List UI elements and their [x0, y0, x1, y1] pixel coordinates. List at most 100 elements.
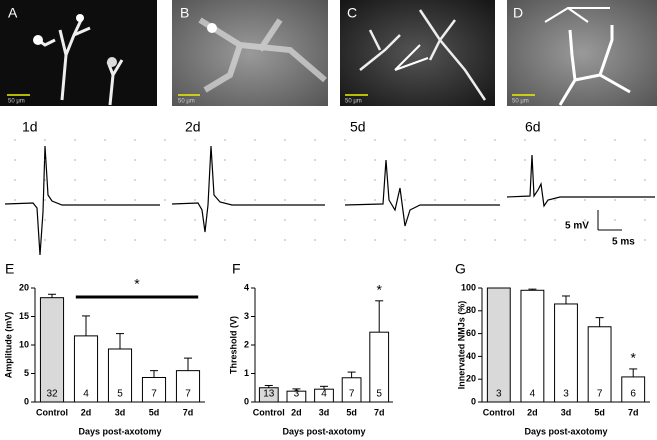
n-label: 6: [630, 389, 636, 400]
grid-dot: [134, 239, 136, 241]
grid-dot: [314, 219, 316, 221]
scale-label: 50 μm: [345, 99, 362, 105]
grid-dot: [14, 159, 16, 161]
n-label: 5: [376, 389, 382, 400]
bar: [486, 287, 511, 403]
grid-dot: [284, 239, 286, 241]
image-a: A 50 μm: [0, 0, 157, 106]
grid-dot: [344, 239, 346, 241]
grid-dot: [254, 219, 256, 221]
grid-dot: [344, 219, 346, 221]
grid-dot: [464, 159, 466, 161]
trace-label: 6d: [525, 119, 541, 135]
n-label: 4: [321, 389, 327, 400]
bar: [141, 376, 167, 403]
y-tick-label: 4: [244, 282, 249, 292]
grid-dot: [404, 179, 406, 181]
grid-dot: [44, 239, 46, 241]
bar: [73, 335, 99, 403]
x-axis-label: Days post-axotomy: [78, 426, 161, 436]
grid-dot: [404, 159, 406, 161]
grid-dot: [164, 179, 166, 181]
chart: E 0 5 10 15 20 Amplitude (mV) Days post-axotomy…: [3, 261, 205, 436]
bar: [314, 388, 334, 403]
grid-dot: [44, 219, 46, 221]
grid-dot: [134, 179, 136, 181]
grid-dot: [554, 179, 556, 181]
chart: F 0 1 2 3 4 Threshold (V) Days post-axotomy 13 Co…: [228, 261, 393, 436]
x-tick-label: 7d: [374, 407, 385, 417]
grid-dot: [374, 159, 376, 161]
bar: [258, 387, 279, 403]
grid-dot: [464, 239, 466, 241]
grid-dot: [434, 179, 436, 181]
grid-dot: [614, 199, 616, 201]
grid-dot: [104, 139, 106, 141]
trace-label: 5d: [350, 119, 366, 135]
grid-dot: [554, 239, 556, 241]
grid-dot: [74, 219, 76, 221]
grid-dot: [104, 199, 106, 201]
image-label: C: [347, 5, 357, 21]
grid-dot: [224, 199, 226, 201]
grid-dot: [494, 139, 496, 141]
image-label: A: [8, 5, 18, 21]
grid-dot: [494, 199, 496, 201]
grid-dot: [644, 179, 646, 181]
grid-dot: [224, 139, 226, 141]
y-axis-label: Threshold (V): [228, 316, 238, 374]
grid-dot: [404, 139, 406, 141]
x-tick-label: 3d: [561, 407, 572, 417]
grid-dot: [524, 239, 526, 241]
grid-dot: [134, 139, 136, 141]
grid-dot: [284, 139, 286, 141]
grid-dot: [554, 159, 556, 161]
grid-dot: [434, 219, 436, 221]
y-axis-label: Innervated NMJs (%): [456, 301, 466, 390]
scale-label: 5 mV: [565, 221, 589, 232]
grid-dot: [74, 239, 76, 241]
grid-dot: [284, 179, 286, 181]
grid-dot: [554, 139, 556, 141]
grid-dot: [224, 179, 226, 181]
grid-dot: [164, 219, 166, 221]
grid-dot: [524, 139, 526, 141]
grid-dot: [164, 199, 166, 201]
grid-dot: [584, 159, 586, 161]
grid-dot: [434, 239, 436, 241]
x-tick-label: 5d: [149, 407, 160, 417]
scale-label: 5 ms: [612, 237, 635, 248]
grid-dot: [14, 139, 16, 141]
y-axis-label: Amplitude (mV): [3, 312, 13, 379]
grid-dot: [134, 199, 136, 201]
grid-dot: [284, 199, 286, 201]
grid-dot: [344, 179, 346, 181]
x-tick-label: 2d: [81, 407, 92, 417]
n-label: 13: [263, 389, 275, 400]
grid-dot: [44, 159, 46, 161]
y-tick-label: 2: [244, 339, 249, 349]
grid-dot: [494, 179, 496, 181]
grid-dot: [194, 219, 196, 221]
grid-dot: [134, 219, 136, 221]
y-tick-label: 40: [466, 351, 476, 361]
x-tick-label: Control: [483, 407, 515, 417]
grid-dot: [464, 179, 466, 181]
grid-dot: [644, 199, 646, 201]
grid-dot: [644, 159, 646, 161]
y-tick-label: 20: [19, 282, 29, 292]
grid-dot: [584, 219, 586, 221]
n-label: 7: [185, 389, 191, 400]
trace-label: 1d: [22, 119, 38, 135]
n-label: 32: [46, 389, 58, 400]
significance-label: *: [630, 350, 636, 366]
grid-dot: [254, 139, 256, 141]
image-label: B: [180, 5, 189, 21]
grid-dot: [104, 159, 106, 161]
x-tick-label: 3d: [319, 407, 330, 417]
grid-dot: [494, 159, 496, 161]
grid-dot: [314, 179, 316, 181]
grid-dot: [224, 219, 226, 221]
x-tick-label: Control: [36, 407, 68, 417]
